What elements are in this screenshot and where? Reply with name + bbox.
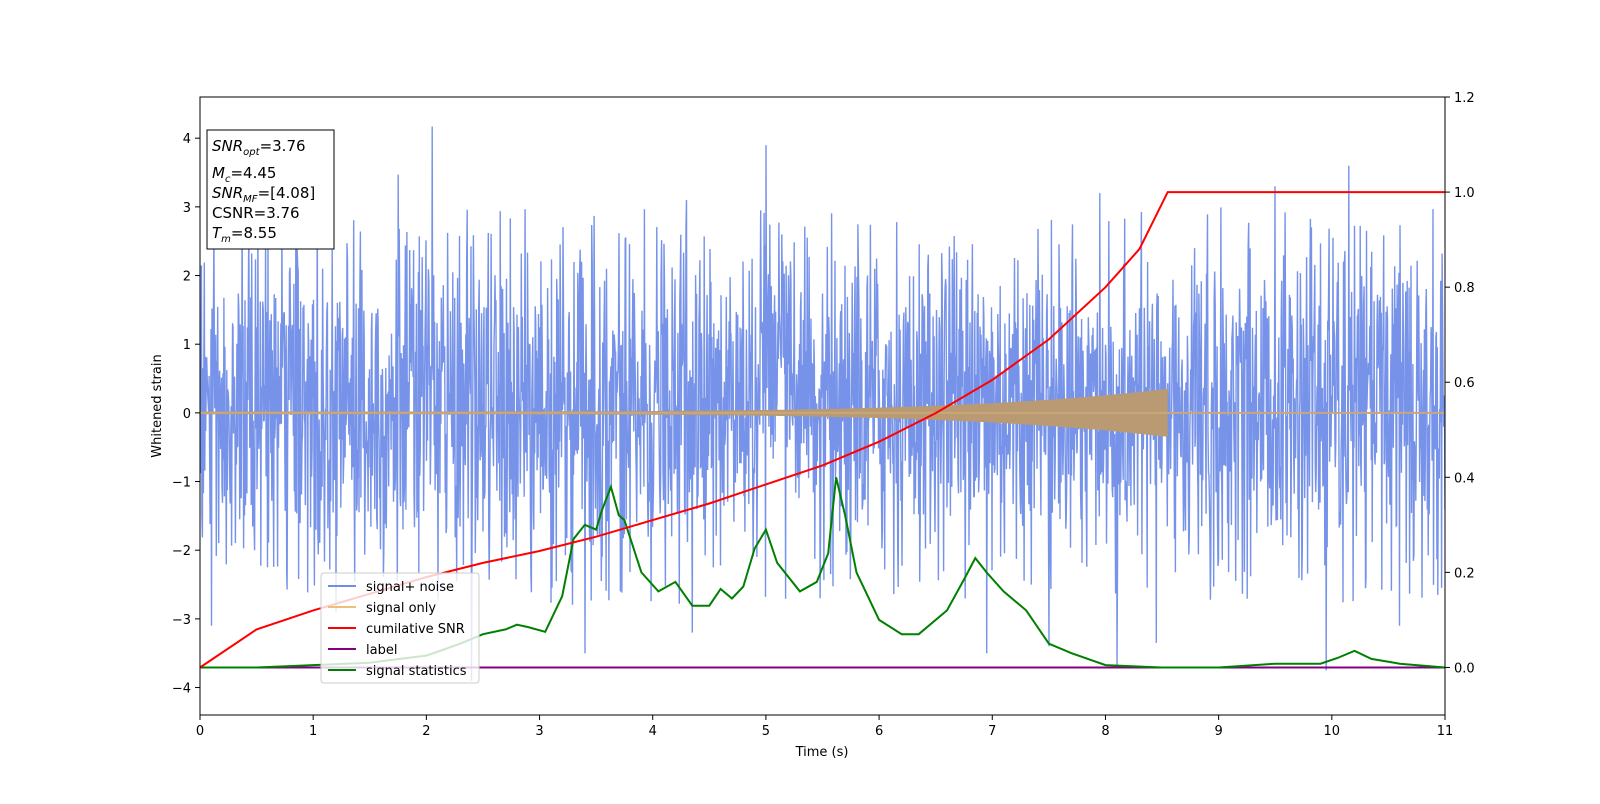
x-tick-label: 4: [649, 724, 657, 739]
info-tm-value: =8.55: [231, 224, 277, 242]
info-mc: Mc=4.45: [212, 164, 276, 185]
x-tick-label: 7: [988, 724, 996, 739]
y-tick-label: −1: [172, 476, 191, 491]
info-mc-sub: c: [225, 174, 231, 185]
x-tick-label: 11: [1437, 724, 1454, 739]
info-snr-opt: SNRopt=3.76: [212, 137, 306, 158]
y2-tick-label: 0.0: [1454, 661, 1475, 676]
legend-label: signal+ noise: [366, 580, 454, 595]
y-axis-label: Whitened strain: [150, 354, 165, 457]
y2-tick-label: 1.2: [1454, 91, 1475, 106]
x-axis-label: Time (s): [795, 745, 849, 760]
y2-tick-label: 0.2: [1454, 566, 1475, 581]
x-tick-label: 0: [196, 724, 204, 739]
info-csnr: CSNR=3.76: [212, 204, 300, 222]
info-snr-mf: SNRMF=[4.08]: [212, 184, 315, 205]
info-tm: Tm=8.55: [212, 224, 277, 245]
info-mc-value: =4.45: [230, 164, 276, 182]
y2-tick-label: 0.4: [1454, 471, 1475, 486]
y-axis-left: −4 −3 −2 −1 0 1 2 3 4: [172, 132, 200, 697]
info-tm-symbol: T: [212, 224, 223, 242]
legend-label: signal only: [366, 601, 436, 616]
legend-frame: [320, 572, 480, 684]
legend-label: signal statistics: [366, 664, 467, 679]
legend: signal+ noise signal only cumilative SNR la…: [320, 572, 480, 684]
info-tm-sub: m: [221, 234, 231, 245]
x-tick-label: 10: [1324, 724, 1341, 739]
y-tick-label: −4: [172, 682, 191, 697]
info-snr-opt-sub: opt: [243, 147, 260, 158]
info-snr-opt-value: =3.76: [260, 137, 306, 155]
y-tick-label: −2: [172, 544, 191, 559]
y-tick-label: 4: [183, 132, 191, 147]
y2-tick-label: 1.0: [1454, 186, 1475, 201]
info-mc-symbol: M: [212, 164, 225, 182]
series-signal-noise-line: [200, 126, 1445, 681]
info-snr-mf-symbol: SNR: [212, 184, 243, 202]
y-tick-label: 0: [183, 407, 191, 422]
x-axis: 0 1 2 3 4 5 6 7 8 9 10 11: [196, 715, 1453, 739]
info-snr-mf-sub: MF: [243, 194, 258, 205]
x-tick-label: 3: [535, 724, 543, 739]
plot-frame: [199, 96, 1446, 716]
y-tick-label: −3: [172, 613, 191, 628]
x-tick-label: 6: [875, 724, 883, 739]
info-snr-mf-value: =[4.08]: [258, 184, 316, 202]
x-tick-label: 2: [422, 724, 430, 739]
y-axis-right: 0.0 0.2 0.4 0.6 0.8 1.0 1.2: [1445, 91, 1475, 676]
info-box-frame: [206, 129, 335, 250]
y-tick-label: 1: [183, 338, 191, 353]
y2-tick-label: 0.8: [1454, 281, 1475, 296]
legend-label: cumilative SNR: [366, 622, 465, 637]
y2-tick-label: 0.6: [1454, 376, 1475, 391]
x-tick-label: 1: [309, 724, 317, 739]
y-tick-label: 3: [183, 201, 191, 216]
info-snr-opt-symbol: SNR: [212, 137, 243, 155]
x-tick-label: 5: [762, 724, 770, 739]
info-box: SNRopt=3.76 Mc=4.45 SNRMF=[4.08] CSNR=3.…: [206, 129, 335, 250]
series-signal-statistics-line: [200, 477, 1445, 669]
x-tick-label: 8: [1101, 724, 1109, 739]
x-tick-label: 9: [1214, 724, 1222, 739]
legend-label: label: [366, 643, 397, 658]
y-tick-label: 2: [183, 270, 191, 285]
